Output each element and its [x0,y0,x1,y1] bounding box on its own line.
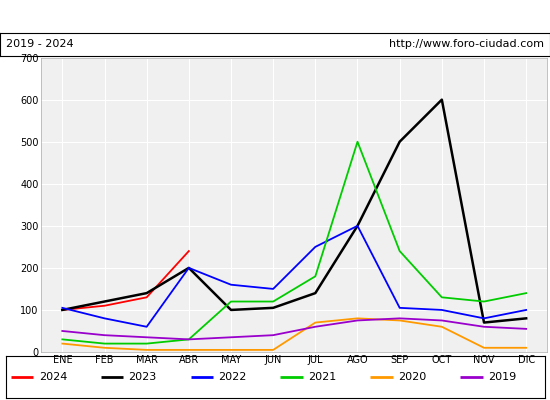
Text: 2023: 2023 [129,372,157,382]
Text: 2022: 2022 [218,372,247,382]
Text: 2020: 2020 [398,372,426,382]
Text: 2019 - 2024: 2019 - 2024 [6,39,73,49]
Text: 2019: 2019 [488,372,516,382]
Text: 2021: 2021 [308,372,337,382]
Text: 2024: 2024 [39,372,67,382]
Text: http://www.foro-ciudad.com: http://www.foro-ciudad.com [389,39,544,49]
Text: Evolucion Nº Turistas Nacionales en el municipio de Revellinos: Evolucion Nº Turistas Nacionales en el m… [67,10,483,23]
